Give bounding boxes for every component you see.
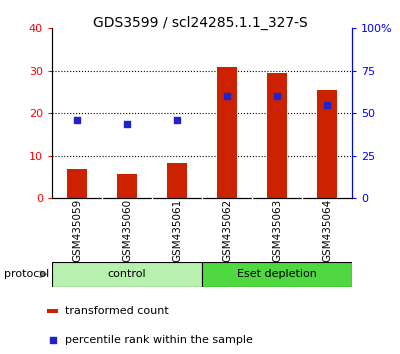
Text: control: control xyxy=(108,269,146,279)
Point xyxy=(224,93,230,99)
Bar xyxy=(52,262,202,287)
Bar xyxy=(167,164,187,198)
Point xyxy=(74,117,80,123)
Point xyxy=(124,121,130,127)
Text: GSM435064: GSM435064 xyxy=(322,199,332,262)
Bar xyxy=(217,67,237,198)
Text: GSM435059: GSM435059 xyxy=(72,199,82,262)
Bar xyxy=(67,169,87,198)
Bar xyxy=(202,262,352,287)
Text: percentile rank within the sample: percentile rank within the sample xyxy=(65,335,253,345)
Point xyxy=(324,102,330,108)
Text: GSM435060: GSM435060 xyxy=(122,199,132,262)
Text: GSM435063: GSM435063 xyxy=(272,199,282,262)
Text: Eset depletion: Eset depletion xyxy=(237,269,317,279)
Bar xyxy=(47,309,58,313)
Text: GDS3599 / scl24285.1.1_327-S: GDS3599 / scl24285.1.1_327-S xyxy=(93,16,307,30)
Text: GSM435062: GSM435062 xyxy=(222,199,232,262)
Bar xyxy=(317,90,337,198)
Text: GSM435061: GSM435061 xyxy=(172,199,182,262)
Bar xyxy=(117,173,137,198)
Point xyxy=(174,117,180,123)
Text: protocol: protocol xyxy=(4,269,49,279)
Bar xyxy=(267,73,287,198)
Text: transformed count: transformed count xyxy=(65,306,168,316)
Point xyxy=(50,337,56,343)
Point xyxy=(274,93,280,99)
